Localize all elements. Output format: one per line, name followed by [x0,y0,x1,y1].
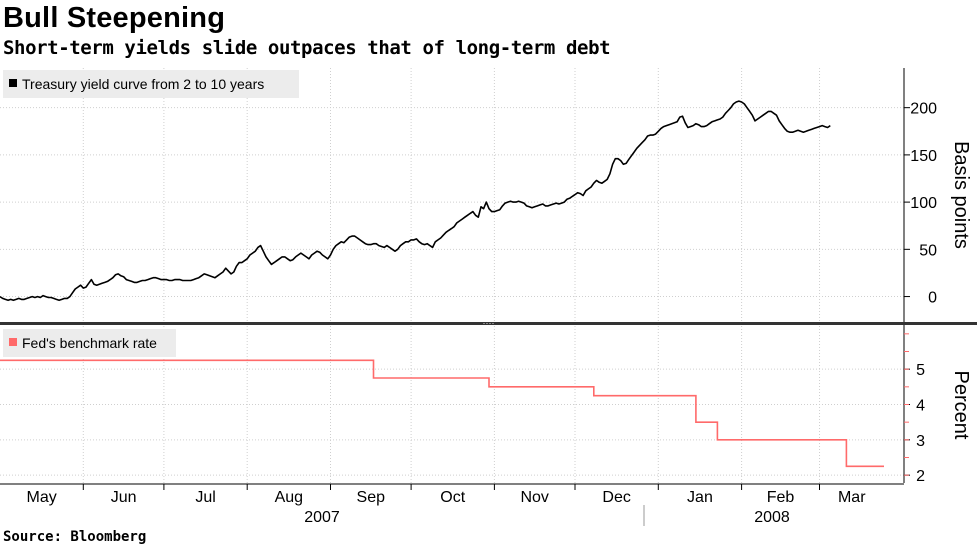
y-axis-title-bottom: Percent [950,371,972,440]
legend-bottom-swatch [9,338,17,346]
month-gridlines [82,68,821,484]
month-label: Jul [195,489,215,506]
month-label: Mar [838,489,866,506]
month-label: Feb [767,489,795,506]
legend-top-label: Treasury yield curve from 2 to 10 years [22,76,264,92]
month-label: Aug [275,489,303,506]
top-panel-grid [0,107,904,298]
fed-rate-series-line [0,359,884,468]
year-label-2007: 2007 [304,509,340,526]
top-y-tick-label: 150 [910,148,937,165]
month-label: Oct [440,489,465,506]
legend-bottom-label: Fed's benchmark rate [22,335,157,351]
yield-curve-series-line [0,100,831,302]
bottom-y-tick-label: 4 [916,398,925,415]
top-y-tick-label: 50 [919,242,937,259]
month-label: Jan [687,489,713,506]
legend-bottom-box [3,329,176,357]
x-ticks: May Jun Jul Aug Sep Oct Nov Dec Jan Feb Mar [27,484,866,506]
legend-top-box [3,70,299,98]
month-label: Dec [602,489,630,506]
year-label-2008: 2008 [754,509,790,526]
top-y-tick-label: 100 [910,195,937,212]
y-axis-title-top: Basis points [950,141,972,249]
source-note: Source: Bloomberg [3,529,147,545]
top-y-tick-label: 200 [910,101,937,118]
bottom-y-ticks: 2 3 4 5 [904,333,925,485]
bottom-y-tick-label: 3 [916,433,925,450]
bottom-panel-grid [0,368,904,476]
month-label: Nov [520,489,548,506]
legend-bottom: Fed's benchmark rate [3,329,176,357]
month-label: Jun [111,489,137,506]
legend-top: Treasury yield curve from 2 to 10 years [3,70,299,98]
chart-title: Bull Steepening [3,2,226,34]
month-label: May [27,489,57,506]
bottom-y-tick-label: 5 [916,362,925,379]
top-y-tick-label: 0 [928,290,937,307]
legend-top-swatch [9,79,17,87]
top-y-ticks: 0 50 100 150 200 [904,101,937,307]
bottom-y-tick-label: 2 [916,468,925,485]
chart-subtitle: Short-term yields slide outpaces that of… [3,37,611,59]
month-label: Sep [357,489,386,506]
